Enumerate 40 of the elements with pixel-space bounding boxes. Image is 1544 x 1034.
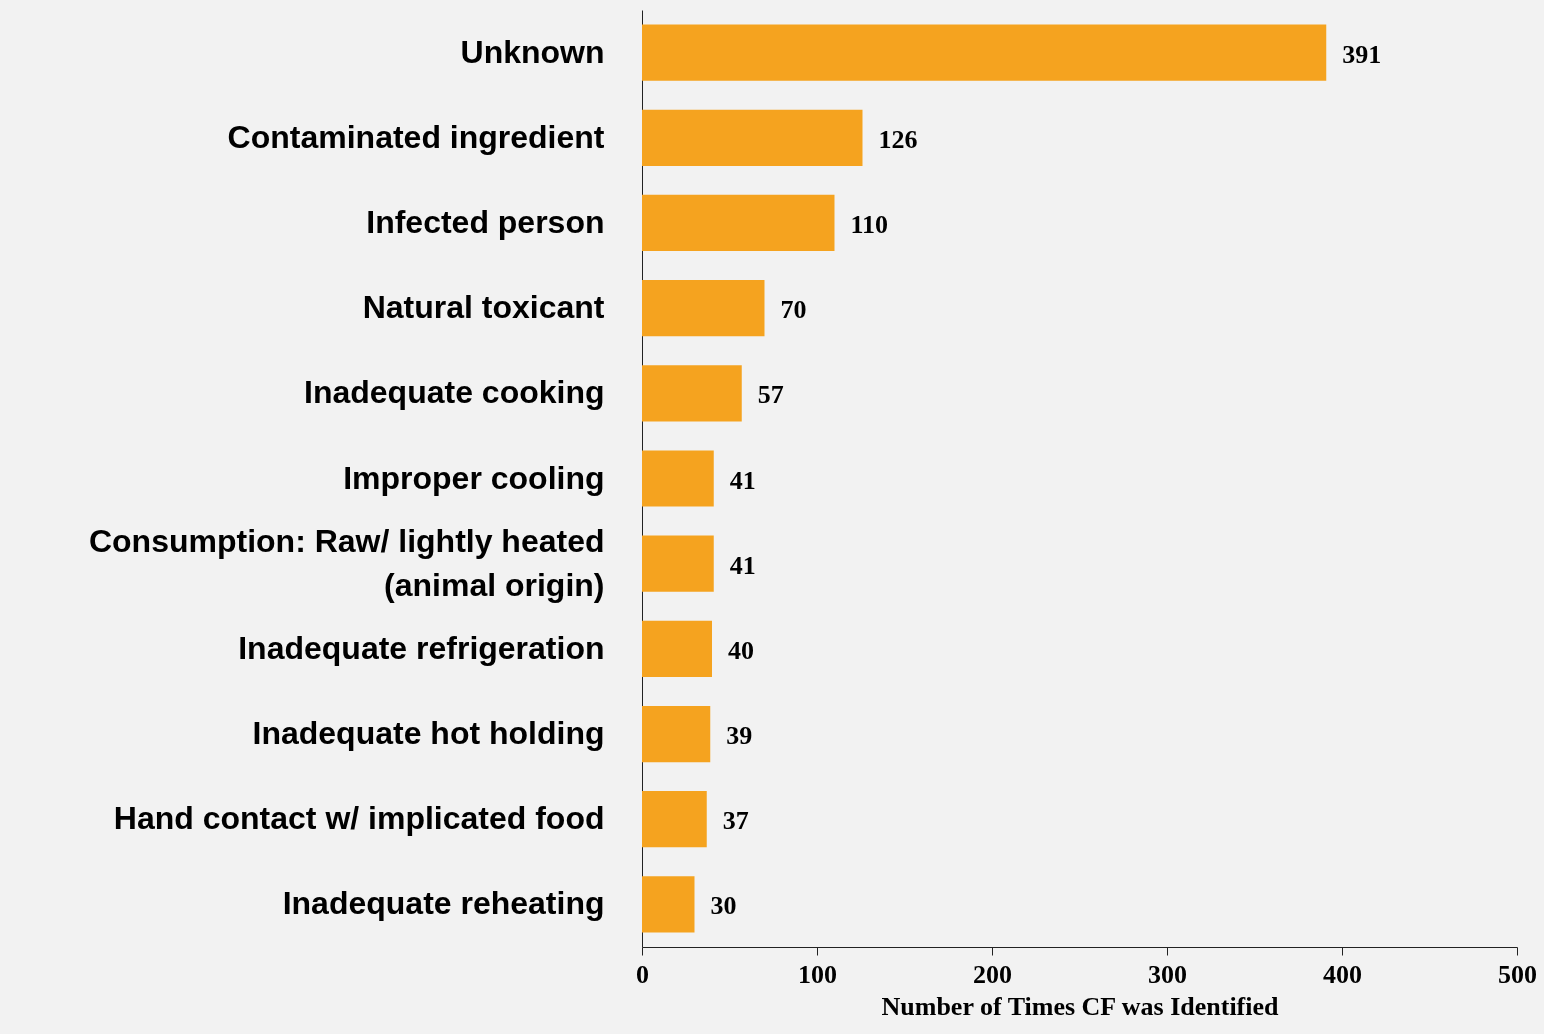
bar (642, 876, 695, 933)
bar (642, 24, 1327, 81)
y-tick-label: Consumption: Raw/ lightly heated (animal origin) (88, 522, 605, 603)
data-label: 37 (722, 806, 749, 836)
bar (642, 280, 765, 337)
y-tick-label: Unknown (460, 33, 605, 70)
bar (642, 194, 835, 252)
bar (642, 109, 863, 166)
x-tick-label: 100 (798, 959, 837, 989)
bar (642, 705, 711, 763)
data-label: 57 (757, 380, 784, 410)
x-tick-label: 300 (1148, 959, 1187, 989)
data-label: 391 (1342, 39, 1382, 69)
y-tick-label: Inadequate hot holding (252, 715, 605, 752)
x-tick-label: 200 (973, 959, 1012, 989)
bar (642, 535, 714, 592)
x-tick-label: 500 (1498, 959, 1537, 989)
data-label: 39 (726, 721, 753, 751)
x-axis-title: Number of Times CF was Identified (881, 991, 1280, 1021)
data-label: 30 (710, 891, 737, 921)
y-tick-label: Hand contact w/ implicated food (113, 800, 605, 837)
y-tick-label: Inadequate cooking (304, 374, 605, 411)
y-tick-label: Improper cooling (343, 459, 605, 496)
data-label: 70 (780, 295, 807, 325)
bar (642, 450, 714, 507)
y-tick-label: Inadequate refrigeration (238, 629, 605, 666)
x-tick-label: 400 (1323, 959, 1362, 989)
y-tick-label: Infected person (366, 203, 605, 240)
y-tick-label: Inadequate reheating (282, 885, 605, 922)
y-tick-label: Contaminated ingredient (227, 118, 605, 155)
data-label: 41 (729, 465, 756, 495)
bar (642, 365, 742, 422)
data-label: 126 (878, 124, 918, 154)
x-tick-label: 0 (636, 959, 649, 989)
y-tick-label: Natural toxicant (362, 289, 605, 326)
data-label: 41 (729, 550, 756, 580)
bar (642, 620, 712, 677)
data-label: 110 (850, 209, 889, 239)
data-label: 40 (728, 635, 754, 665)
bar (642, 791, 707, 848)
